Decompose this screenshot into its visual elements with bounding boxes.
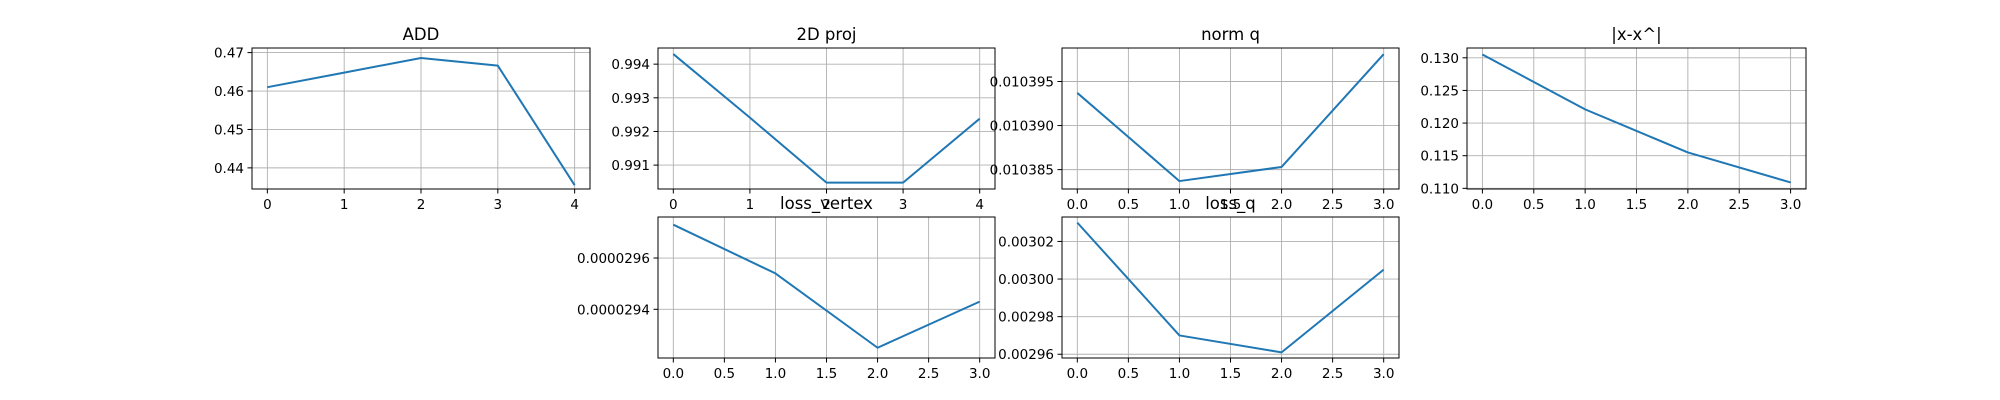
x-tick-label: 2 bbox=[822, 197, 831, 213]
y-tick-label: 0.010385 bbox=[990, 163, 1054, 179]
y-tick-label: 0.00298 bbox=[998, 310, 1054, 326]
x-tick-label: 1.5 bbox=[816, 366, 837, 382]
x-tick-label: 1.5 bbox=[1220, 366, 1241, 382]
y-tick-label: 0.00300 bbox=[998, 272, 1054, 288]
chart-title: |x-x^| bbox=[1611, 25, 1661, 44]
y-tick-label: 0.0000296 bbox=[577, 251, 650, 267]
x-tick-label: 0 bbox=[669, 197, 678, 213]
x-tick-label: 1 bbox=[340, 197, 349, 213]
chart-title: ADD bbox=[403, 25, 440, 44]
series-line bbox=[672, 53, 981, 184]
y-tick-label: 0.46 bbox=[214, 84, 244, 100]
x-tick-label: 1.5 bbox=[1220, 197, 1241, 213]
chart-panel: 0.0 0.5 1.0 1.5 2.0 2.5 3.0 0.010385 0.010390 0.0… bbox=[990, 25, 1400, 213]
chart-title: loss_q bbox=[1205, 194, 1256, 214]
y-tick-label: 0.44 bbox=[214, 161, 244, 177]
x-tick-label: 0.0 bbox=[1067, 197, 1088, 213]
x-tick-label: 2 bbox=[417, 197, 426, 213]
y-tick-label: 0.00296 bbox=[998, 347, 1054, 363]
chart-title: 2D proj bbox=[796, 25, 856, 44]
chart-title: loss_vertex bbox=[780, 194, 873, 214]
x-tick-label: 2.5 bbox=[1728, 197, 1749, 213]
x-tick-label: 3.0 bbox=[1780, 197, 1801, 213]
x-tick-label: 3.0 bbox=[969, 366, 990, 382]
x-tick-label: 3 bbox=[899, 197, 908, 213]
y-tick-label: 0.47 bbox=[214, 46, 244, 62]
chart-panel: 0.0 0.5 1.0 1.5 2.0 2.5 3.0 0.110 0.115 0.120 0.12… bbox=[1420, 25, 1807, 213]
series-line bbox=[267, 56, 576, 186]
y-tick-label: 0.010390 bbox=[990, 119, 1054, 135]
x-tick-label: 2.5 bbox=[1322, 366, 1343, 382]
y-tick-label: 0.115 bbox=[1420, 149, 1459, 165]
x-tick-label: 1.0 bbox=[1169, 197, 1190, 213]
y-tick-label: 0.992 bbox=[611, 124, 650, 140]
x-tick-label: 0 bbox=[263, 197, 272, 213]
y-tick-label: 0.991 bbox=[611, 158, 650, 174]
x-tick-label: 0.0 bbox=[1067, 366, 1088, 382]
y-tick-label: 0.130 bbox=[1420, 51, 1459, 67]
y-tick-label: 0.010395 bbox=[990, 74, 1054, 90]
x-tick-label: 0.5 bbox=[1523, 197, 1544, 213]
x-tick-label: 0.0 bbox=[1472, 197, 1493, 213]
x-tick-label: 1.0 bbox=[1574, 197, 1595, 213]
x-tick-label: 1.5 bbox=[1626, 197, 1647, 213]
series-line bbox=[1481, 53, 1791, 184]
x-tick-label: 3.0 bbox=[1373, 366, 1394, 382]
chart-panel: 0.0 0.5 1.0 1.5 2.0 2.5 3.0 0.0000294 0.0000296 l… bbox=[577, 194, 996, 382]
y-tick-label: 0.0000294 bbox=[577, 302, 650, 318]
series-line bbox=[1076, 53, 1385, 183]
x-tick-label: 3.0 bbox=[1373, 197, 1394, 213]
x-tick-label: 2.5 bbox=[918, 366, 939, 382]
chart-panel: 0 1 2 3 4 0.991 0.992 0.993 0.994 2D proj bbox=[611, 25, 996, 213]
x-tick-label: 2.0 bbox=[867, 366, 888, 382]
x-tick-label: 0.0 bbox=[663, 366, 684, 382]
y-tick-label: 0.120 bbox=[1420, 116, 1459, 132]
x-tick-label: 0.5 bbox=[1118, 366, 1139, 382]
x-tick-label: 4 bbox=[570, 197, 579, 213]
y-tick-label: 0.00302 bbox=[998, 234, 1054, 250]
chart-panel: 0.0 0.5 1.0 1.5 2.0 2.5 3.0 0.00296 0.00298 0.003… bbox=[998, 194, 1400, 382]
y-tick-label: 0.994 bbox=[611, 57, 650, 73]
x-tick-label: 2.5 bbox=[1322, 197, 1343, 213]
y-tick-label: 0.125 bbox=[1420, 83, 1459, 99]
x-tick-label: 0.5 bbox=[1118, 197, 1139, 213]
x-tick-label: 1.0 bbox=[765, 366, 786, 382]
x-tick-label: 1.0 bbox=[1169, 366, 1190, 382]
y-tick-label: 0.110 bbox=[1420, 181, 1459, 197]
x-tick-label: 2.0 bbox=[1271, 366, 1292, 382]
series-line bbox=[672, 223, 981, 349]
chart-title: norm q bbox=[1201, 25, 1260, 44]
x-tick-label: 2.0 bbox=[1677, 197, 1698, 213]
x-tick-label: 2.0 bbox=[1271, 197, 1292, 213]
series-line bbox=[1076, 221, 1385, 354]
x-tick-label: 4 bbox=[975, 197, 984, 213]
x-tick-label: 1 bbox=[746, 197, 755, 213]
x-tick-label: 0.5 bbox=[714, 366, 735, 382]
y-tick-label: 0.993 bbox=[611, 91, 650, 107]
x-tick-label: 3 bbox=[494, 197, 503, 213]
chart-panel: 0 1 2 3 4 0.44 0.45 0.46 0.47 ADD bbox=[214, 25, 591, 213]
y-tick-label: 0.45 bbox=[214, 122, 244, 138]
